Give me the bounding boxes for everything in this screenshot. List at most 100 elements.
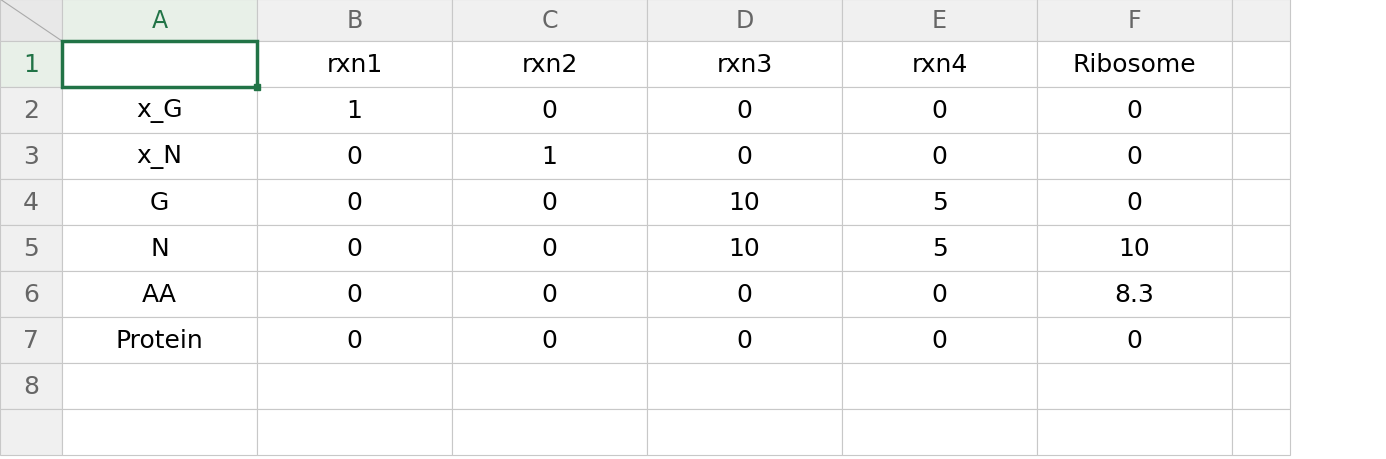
- Text: rxn2: rxn2: [521, 53, 578, 77]
- Bar: [1232, 225, 1290, 271]
- Text: 0: 0: [1127, 190, 1142, 214]
- Bar: [647, 271, 843, 317]
- Bar: [647, 409, 843, 455]
- Text: 3: 3: [24, 145, 39, 168]
- Bar: [1037, 363, 1232, 409]
- Bar: [1232, 179, 1290, 225]
- Text: 0: 0: [736, 145, 753, 168]
- Bar: [647, 179, 843, 225]
- Bar: [1037, 179, 1232, 225]
- Bar: [452, 42, 647, 88]
- Text: 10: 10: [1119, 236, 1150, 260]
- Bar: [62, 42, 256, 88]
- Text: 0: 0: [346, 328, 362, 352]
- Bar: [452, 271, 647, 317]
- Bar: [256, 42, 452, 88]
- Text: 0: 0: [542, 236, 557, 260]
- Text: A: A: [151, 9, 168, 33]
- Bar: [1037, 317, 1232, 363]
- Bar: [0, 317, 62, 363]
- Text: 2: 2: [24, 99, 39, 123]
- Bar: [1232, 42, 1290, 88]
- Bar: [843, 225, 1037, 271]
- Bar: [452, 225, 647, 271]
- Text: 0: 0: [736, 99, 753, 123]
- Bar: [256, 134, 452, 179]
- Text: 0: 0: [542, 190, 557, 214]
- Bar: [62, 179, 256, 225]
- Bar: [452, 0, 647, 42]
- Text: 8: 8: [24, 374, 39, 398]
- Bar: [1037, 271, 1232, 317]
- Text: 6: 6: [24, 282, 39, 306]
- Bar: [256, 409, 452, 455]
- Text: 10: 10: [729, 236, 761, 260]
- Bar: [647, 363, 843, 409]
- Text: 0: 0: [346, 282, 362, 306]
- Bar: [647, 225, 843, 271]
- Text: 0: 0: [346, 190, 362, 214]
- Bar: [1037, 88, 1232, 134]
- Text: E: E: [931, 9, 947, 33]
- Text: Ribosome: Ribosome: [1073, 53, 1196, 77]
- Bar: [452, 88, 647, 134]
- Bar: [256, 225, 452, 271]
- Bar: [0, 363, 62, 409]
- Text: 0: 0: [736, 282, 753, 306]
- Bar: [1232, 317, 1290, 363]
- Text: 10: 10: [729, 190, 761, 214]
- Text: D: D: [736, 9, 754, 33]
- Bar: [1037, 0, 1232, 42]
- Bar: [1037, 225, 1232, 271]
- Text: 5: 5: [931, 236, 948, 260]
- Bar: [256, 179, 452, 225]
- Text: 1: 1: [346, 99, 362, 123]
- Bar: [0, 225, 62, 271]
- Text: 5: 5: [24, 236, 39, 260]
- Text: 0: 0: [1127, 99, 1142, 123]
- Bar: [843, 271, 1037, 317]
- Bar: [1232, 134, 1290, 179]
- Bar: [843, 409, 1037, 455]
- Text: x_N: x_N: [136, 145, 183, 168]
- Bar: [0, 134, 62, 179]
- Bar: [62, 42, 256, 88]
- Text: AA: AA: [141, 282, 177, 306]
- Text: 4: 4: [24, 190, 39, 214]
- Text: x_G: x_G: [136, 99, 183, 123]
- Text: rxn3: rxn3: [717, 53, 772, 77]
- Bar: [647, 88, 843, 134]
- Text: 0: 0: [346, 145, 362, 168]
- Bar: [0, 88, 62, 134]
- Bar: [452, 317, 647, 363]
- Bar: [647, 134, 843, 179]
- Bar: [0, 409, 62, 455]
- Text: 0: 0: [931, 99, 948, 123]
- Bar: [843, 317, 1037, 363]
- Bar: [256, 363, 452, 409]
- Text: 0: 0: [1127, 328, 1142, 352]
- Bar: [256, 271, 452, 317]
- Text: B: B: [346, 9, 363, 33]
- Text: rxn1: rxn1: [326, 53, 383, 77]
- Text: 0: 0: [346, 236, 362, 260]
- Bar: [62, 409, 256, 455]
- Text: Protein: Protein: [115, 328, 204, 352]
- Text: 0: 0: [542, 282, 557, 306]
- Text: 5: 5: [931, 190, 948, 214]
- Text: 0: 0: [542, 99, 557, 123]
- Bar: [647, 0, 843, 42]
- Text: 7: 7: [24, 328, 39, 352]
- Bar: [1037, 42, 1232, 88]
- Text: 1: 1: [542, 145, 557, 168]
- Bar: [843, 363, 1037, 409]
- Text: 8.3: 8.3: [1114, 282, 1155, 306]
- Text: 0: 0: [931, 145, 948, 168]
- Bar: [0, 271, 62, 317]
- Text: N: N: [150, 236, 169, 260]
- Bar: [843, 179, 1037, 225]
- Bar: [0, 0, 62, 42]
- Bar: [1037, 134, 1232, 179]
- Bar: [647, 42, 843, 88]
- Text: 0: 0: [542, 328, 557, 352]
